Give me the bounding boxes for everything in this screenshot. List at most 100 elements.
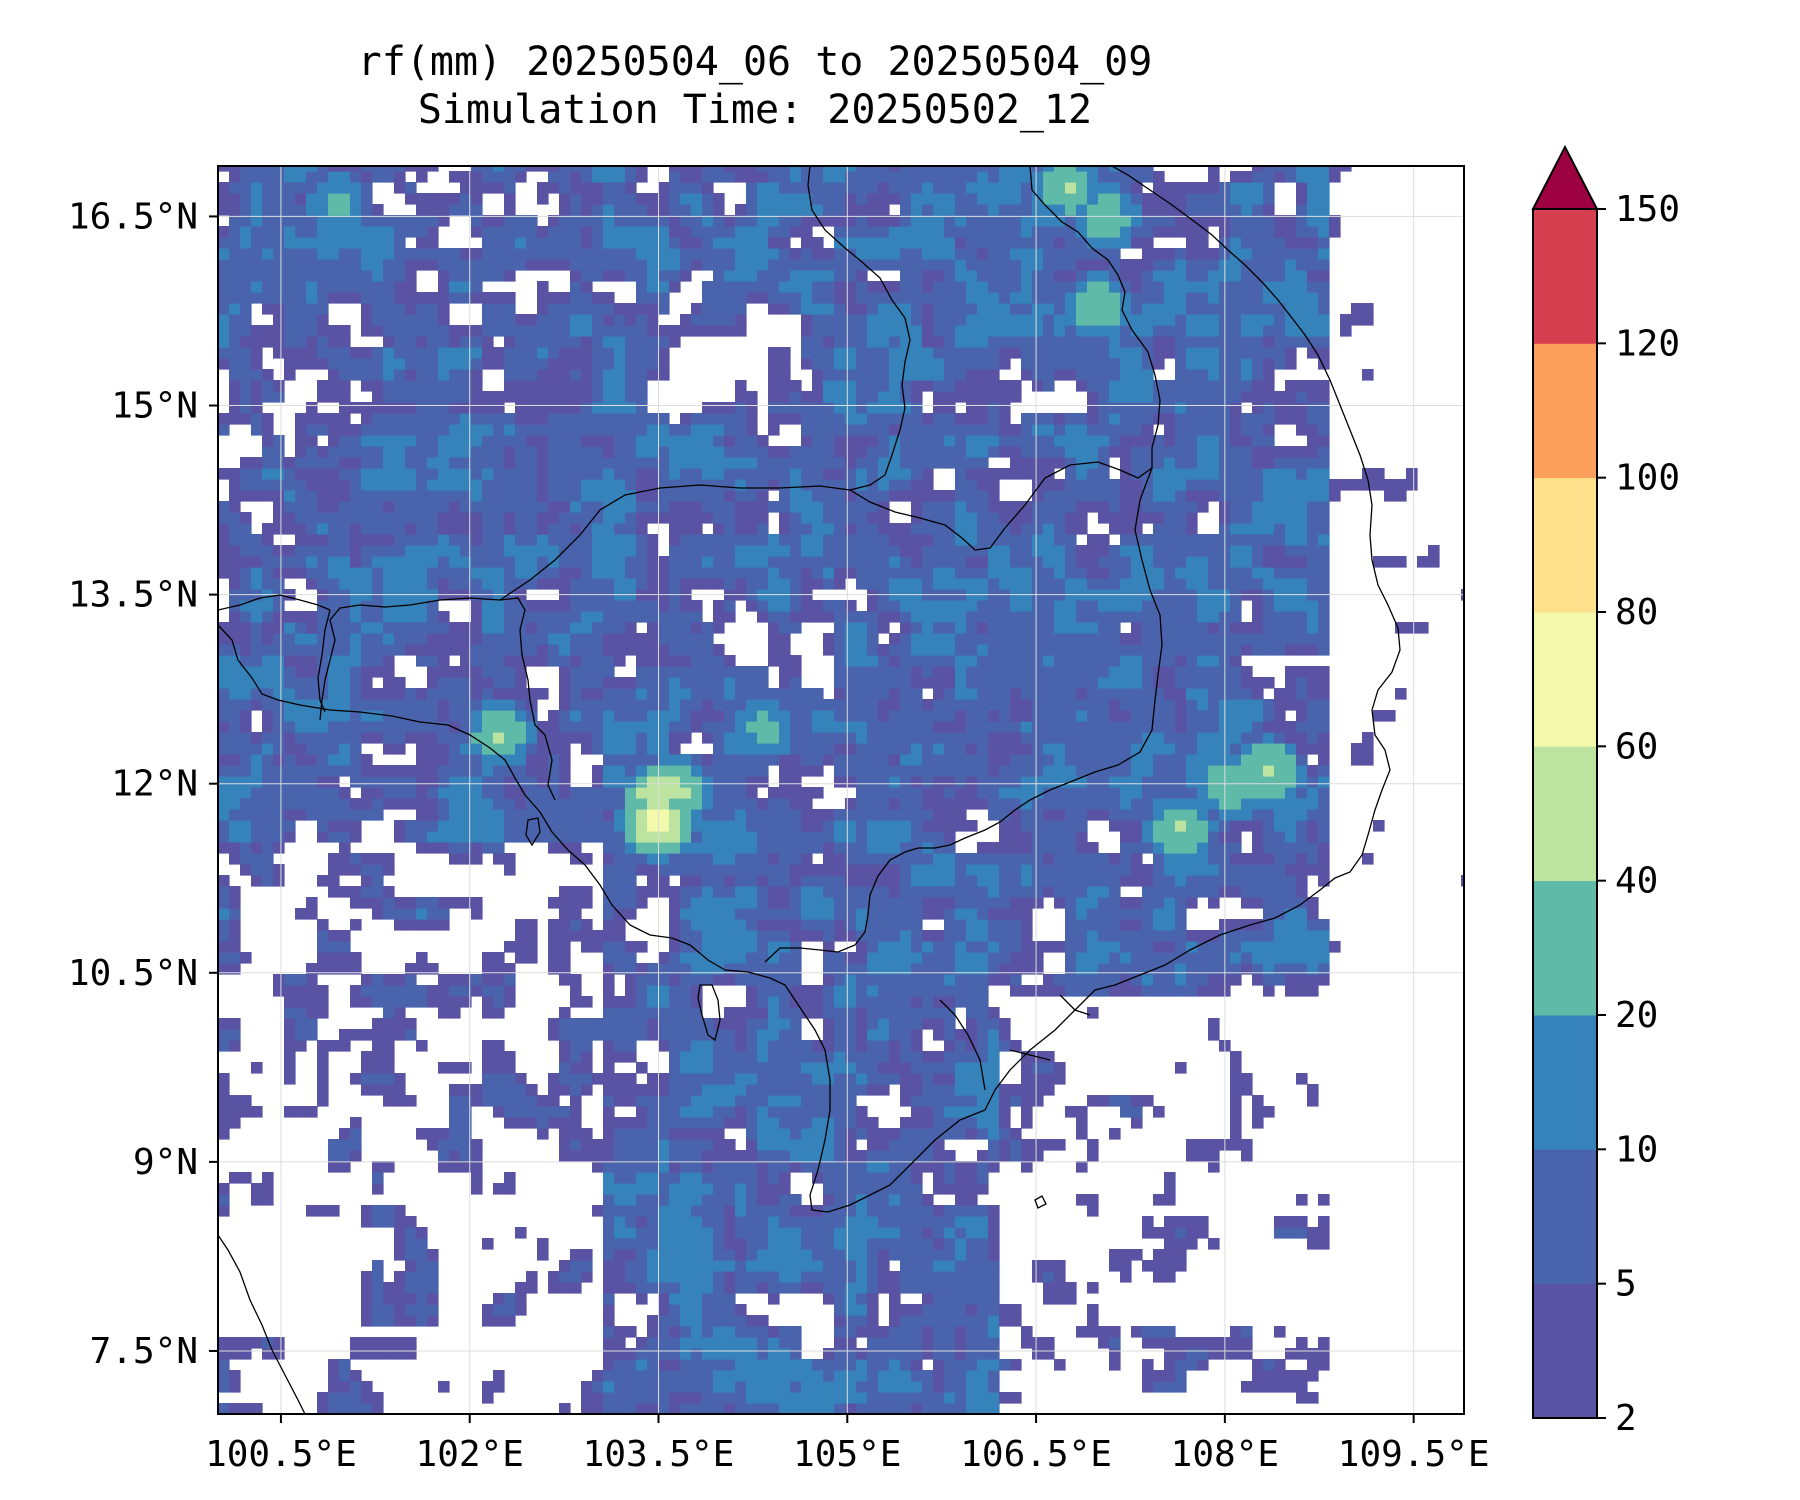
rain-cell <box>548 424 560 436</box>
rain-cell <box>295 303 307 315</box>
rain-cell <box>823 468 835 480</box>
rain-cell <box>427 688 439 700</box>
rain-cell <box>559 402 571 414</box>
rain-cell <box>328 622 340 634</box>
rain-cell <box>570 787 582 799</box>
rain-cell <box>460 798 472 810</box>
rain-cell <box>757 446 769 458</box>
rain-cell <box>779 611 791 623</box>
rain-cell <box>856 1238 868 1250</box>
rain-cell <box>680 1304 692 1316</box>
rain-cell <box>229 611 241 623</box>
rain-cell <box>845 1051 857 1063</box>
rain-cell <box>317 1392 329 1404</box>
rain-cell <box>361 237 373 249</box>
rain-cell <box>669 820 681 832</box>
rain-cell <box>713 204 725 216</box>
rain-cell <box>240 215 252 227</box>
rain-cell <box>845 743 857 755</box>
rain-cell <box>669 1161 681 1173</box>
rain-cell <box>845 765 857 777</box>
rain-cell <box>306 754 318 766</box>
rain-cell <box>746 600 758 612</box>
rain-cell <box>218 886 230 898</box>
rain-cell <box>647 1205 659 1217</box>
rain-cell <box>603 886 615 898</box>
rain-cell <box>427 336 439 348</box>
rain-cell <box>735 1106 747 1118</box>
rain-cell <box>680 424 692 436</box>
rain-cell <box>757 204 769 216</box>
rain-cell <box>636 501 648 513</box>
rain-cell <box>779 930 791 942</box>
rain-cell <box>284 281 296 293</box>
rain-cell <box>614 1403 626 1414</box>
rain-cell <box>339 534 351 546</box>
rain-cell <box>229 721 241 733</box>
rain-cell <box>548 292 560 304</box>
rain-cell <box>812 523 824 535</box>
rain-cell <box>581 248 593 260</box>
rain-cell <box>636 1084 648 1096</box>
rain-cell <box>548 226 560 238</box>
rain-cell <box>251 490 263 502</box>
rain-cell <box>592 457 604 469</box>
rain-cell <box>482 798 494 810</box>
rain-cell <box>229 578 241 590</box>
rain-cell <box>592 666 604 678</box>
rain-cell <box>680 270 692 282</box>
rain-cell <box>262 1183 274 1195</box>
rain-cell <box>779 281 791 293</box>
rain-cell <box>515 567 527 579</box>
rain-cell <box>218 1095 230 1107</box>
rain-cell <box>262 600 274 612</box>
rain-cell <box>284 809 296 821</box>
rain-cell <box>658 1304 670 1316</box>
rain-cell <box>779 743 791 755</box>
rain-cell <box>570 809 582 821</box>
rain-cell <box>801 182 813 194</box>
rain-cell <box>713 908 725 920</box>
rain-cell <box>471 754 483 766</box>
rain-cell <box>757 490 769 502</box>
rain-cell <box>669 996 681 1008</box>
rain-cell <box>438 193 450 205</box>
rain-cell <box>713 1304 725 1316</box>
rain-cell <box>581 1051 593 1063</box>
rain-cell <box>735 1194 747 1206</box>
rain-cell <box>636 1117 648 1129</box>
rain-cell <box>251 171 263 183</box>
rain-cell <box>592 534 604 546</box>
rain-cell <box>284 699 296 711</box>
rain-cell <box>790 930 802 942</box>
rain-cell <box>636 325 648 337</box>
rain-cell <box>669 644 681 656</box>
rain-cell <box>361 1293 373 1305</box>
rain-cell <box>427 985 439 997</box>
rain-cell <box>867 1304 879 1316</box>
rain-cell <box>438 996 450 1008</box>
rain-cell <box>636 699 648 711</box>
rain-cell <box>405 1271 417 1283</box>
rain-cell <box>746 908 758 920</box>
rain-cell <box>856 358 868 370</box>
rain-cell <box>504 1062 516 1074</box>
rain-cell <box>559 930 571 942</box>
rain-cell <box>394 776 406 788</box>
rain-cell <box>592 336 604 348</box>
rain-cell <box>636 1062 648 1074</box>
rain-cell <box>625 820 637 832</box>
rain-cell <box>790 1040 802 1052</box>
rain-cell <box>768 1139 780 1151</box>
rain-cell <box>262 1348 274 1360</box>
rain-cell <box>284 1029 296 1041</box>
rain-cell <box>801 314 813 326</box>
rain-cell <box>603 1381 615 1393</box>
rain-cell <box>746 1117 758 1129</box>
rain-cell <box>416 919 428 931</box>
rain-cell <box>405 1029 417 1041</box>
rain-cell <box>691 787 703 799</box>
rain-cell <box>581 347 593 359</box>
rain-cell <box>548 611 560 623</box>
rain-cell <box>251 578 263 590</box>
